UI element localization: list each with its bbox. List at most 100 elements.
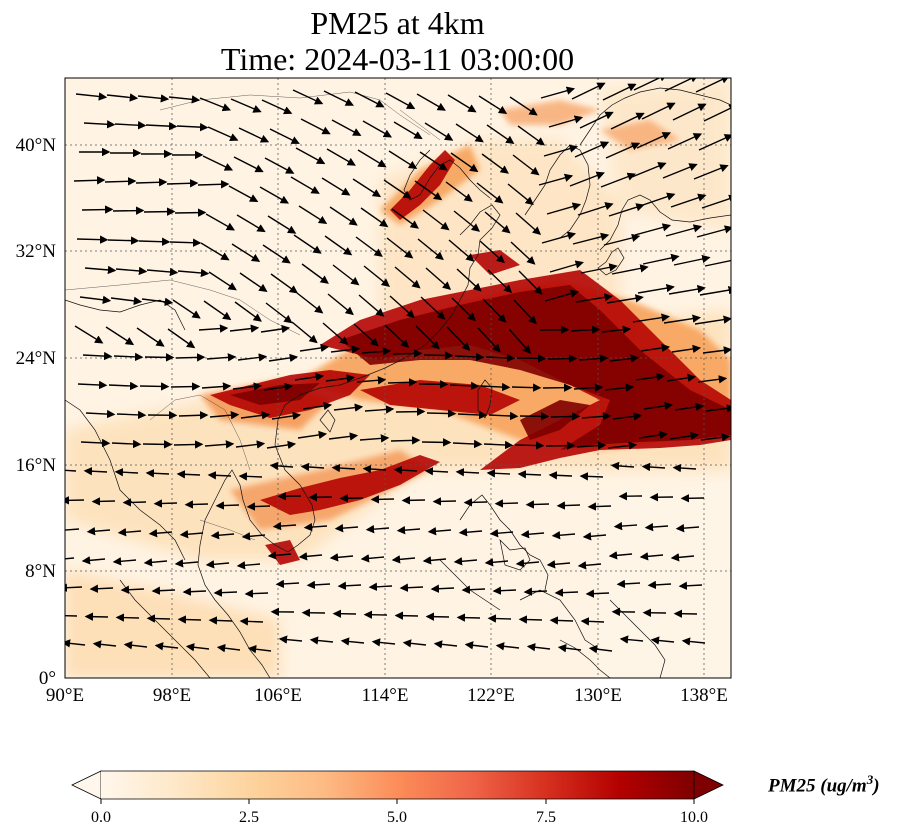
wind-arrow [233,156,264,173]
wind-arrow [73,176,106,185]
wind-arrow [432,497,457,506]
wind-arrow [393,465,418,475]
wind-arrow [693,164,729,180]
wind-arrow [484,558,509,567]
wind-arrow [641,102,676,120]
lat-tick-label: 0° [39,668,56,689]
lon-tick-label: 138°E [680,685,728,706]
colorbar-label: PM25 (ug/m3) [768,772,880,797]
wind-arrow [352,178,382,198]
wind-arrow [362,464,387,474]
wind-arrow [263,382,294,392]
wind-arrow [422,209,450,231]
wind-arrow [704,259,731,267]
wind-arrow [84,265,117,275]
wind-arrow [613,521,638,531]
wind-arrow [650,636,675,645]
wind-arrow [544,289,580,302]
wind-arrow [65,557,75,560]
lat-tick-label: 24°N [16,348,57,369]
wind-arrow [209,411,240,420]
wind-arrow [517,470,542,479]
wind-arrow [290,176,320,194]
wind-arrow [267,215,297,234]
map-title-line-1: PM25 at 4km [310,5,485,41]
lon-tick-label: 106°E [254,685,302,706]
wind-arrow [115,613,140,622]
wind-arrow [509,96,538,116]
wind-arrow [240,411,271,420]
wind-arrow [557,643,582,653]
wind-arrow [151,586,176,595]
wind-arrow [239,617,264,626]
wind-arrow [416,93,446,111]
wind-arrow [295,147,326,165]
wind-arrow [300,462,325,472]
wind-arrow [479,240,505,264]
lat-tick-label: 8°N [25,561,56,582]
wind-arrow [353,323,379,347]
wind-arrow [329,553,354,562]
wind-arrow [105,326,135,346]
wind-arrow [642,253,680,265]
wind-arrow [326,148,356,166]
wind-arrow [135,178,168,187]
wind-arrow [185,643,210,652]
wind-arrow [545,441,576,450]
wind-arrow [541,231,577,244]
wind-arrow [144,353,175,362]
wind-arrow [638,430,669,440]
wind-arrow [337,581,362,591]
wind-arrow [198,324,229,333]
wind-arrow [582,532,607,541]
wind-arrow [512,154,540,176]
wind-arrow [487,269,513,294]
wind-arrow [433,640,458,649]
wind-arrow [333,403,364,412]
wind-arrow [453,210,480,232]
wind-arrow [145,121,178,131]
colorbar-tick-label: 0.0 [91,809,111,826]
wind-arrow [142,440,173,449]
wind-arrow [482,298,507,323]
wind-arrow [236,214,266,233]
wind-arrow [569,171,605,187]
wind-arrow [153,499,178,508]
pm25-field [65,78,731,678]
wind-arrow [665,224,703,237]
wind-arrow [213,588,238,597]
wind-arrow [356,376,387,385]
wind-arrow [235,440,266,449]
country-borders [65,91,441,541]
wind-arrow [371,638,396,647]
wind-arrow [364,405,395,414]
wind-arrow [588,644,613,654]
wind-arrow [172,299,201,319]
wind-arrow [247,644,272,654]
wind-arrow [449,381,480,391]
colorbar-tick-label: 10.0 [680,809,708,826]
wind-arrow [703,104,731,122]
lon-tick-label: 98°E [153,685,191,706]
wind-arrow [91,497,116,506]
wind-arrow [112,557,137,566]
wind-arrow [365,524,390,534]
wind-arrow [383,179,412,199]
colorbar-tick-label: 7.5 [536,809,556,826]
wind-arrow [234,301,262,322]
map-title-line-2: Time: 2024-03-11 03:00:00 [220,41,575,77]
wind-arrow [518,615,543,624]
wind-arrow [269,461,294,471]
wind-arrow [511,383,542,392]
wind-arrow [487,614,512,623]
wind-arrow [391,555,416,564]
wind-arrow [457,410,488,420]
wind-arrow [168,95,201,104]
wind-arrow [65,615,78,617]
wind-arrow [669,431,700,441]
wind-arrow [577,561,602,570]
wind-arrow [184,500,209,509]
colorbar-label-superscript: 3 [866,772,874,787]
wind-arrow [136,327,165,347]
